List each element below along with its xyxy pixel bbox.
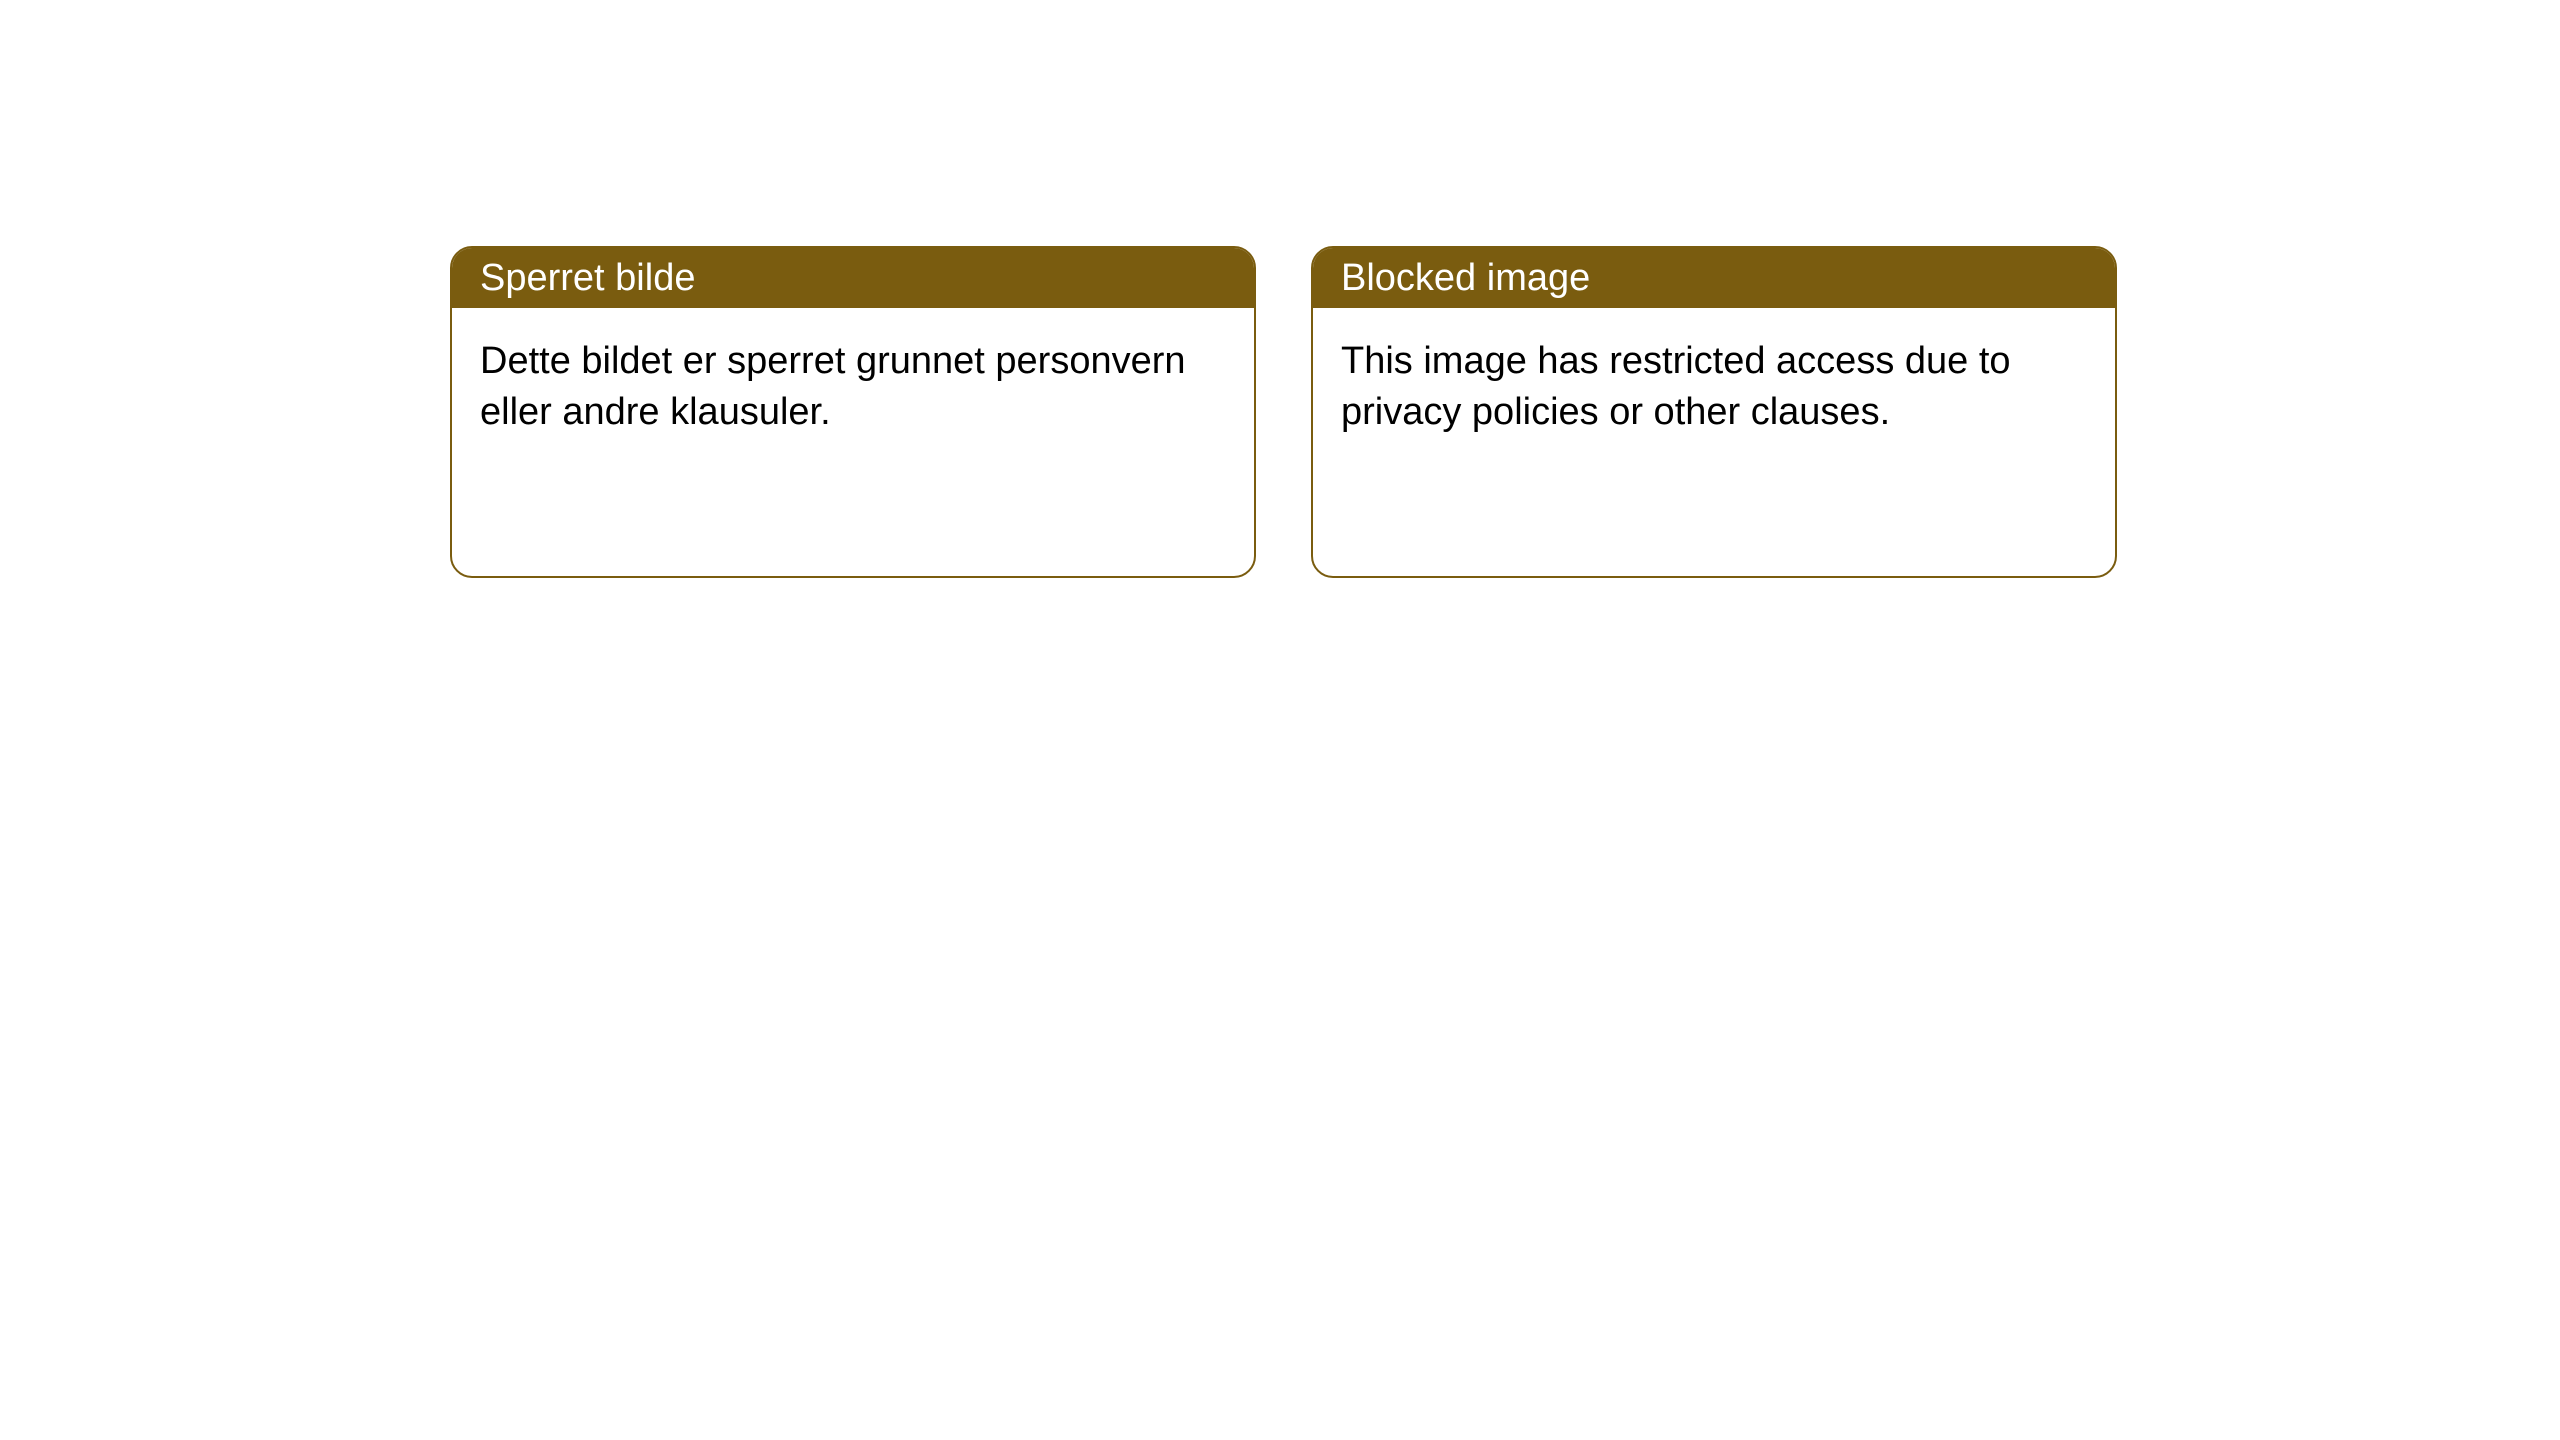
notice-card-norwegian: Sperret bilde Dette bildet er sperret gr… bbox=[450, 246, 1256, 578]
notice-container: Sperret bilde Dette bildet er sperret gr… bbox=[450, 246, 2117, 578]
card-header: Sperret bilde bbox=[452, 248, 1254, 308]
card-header: Blocked image bbox=[1313, 248, 2115, 308]
card-body: This image has restricted access due to … bbox=[1313, 308, 2115, 467]
card-body: Dette bildet er sperret grunnet personve… bbox=[452, 308, 1254, 467]
card-body-text: Dette bildet er sperret grunnet personve… bbox=[480, 340, 1186, 433]
card-title: Sperret bilde bbox=[480, 257, 695, 300]
notice-card-english: Blocked image This image has restricted … bbox=[1311, 246, 2117, 578]
card-body-text: This image has restricted access due to … bbox=[1341, 340, 2011, 433]
card-title: Blocked image bbox=[1341, 257, 1590, 300]
